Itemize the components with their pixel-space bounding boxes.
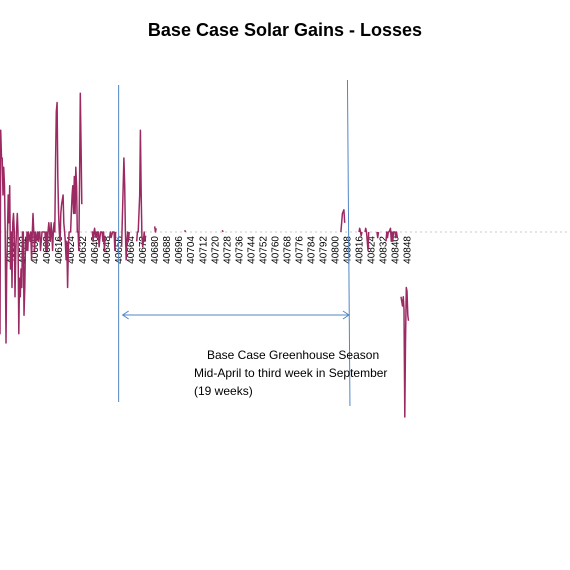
x-tick-label: 40736 xyxy=(234,236,245,264)
x-tick-label: 40696 xyxy=(174,236,185,264)
season-text-line-2: Mid-April to third week in September xyxy=(194,366,387,380)
season-arrow-head-left xyxy=(121,310,129,320)
x-tick-label: 40640 xyxy=(90,236,101,264)
chart-title: Base Case Solar Gains - Losses xyxy=(148,20,422,40)
x-tick-label: 40808 xyxy=(342,236,353,264)
series-segment xyxy=(340,209,346,233)
x-tick-label: 40848 xyxy=(403,236,414,264)
series-segment xyxy=(184,229,187,233)
series-segment xyxy=(364,227,370,252)
x-tick-label: 40672 xyxy=(138,236,149,264)
series-segment xyxy=(385,227,399,243)
x-tick-label: 40792 xyxy=(318,236,329,264)
x-tick-label: 40712 xyxy=(198,236,209,264)
x-tick-label: 40632 xyxy=(78,236,89,264)
season-arrow-head-right xyxy=(342,310,350,320)
x-tick-label: 40720 xyxy=(210,236,221,264)
season-text-line-1: Base Case Greenhouse Season xyxy=(207,348,379,362)
x-tick-label: 40656 xyxy=(114,236,125,264)
series-segment xyxy=(376,231,380,239)
x-tick-label: 40832 xyxy=(379,236,390,264)
x-tick-label: 40816 xyxy=(355,236,366,264)
series-segment xyxy=(135,129,147,248)
x-tick-label: 40744 xyxy=(246,236,257,264)
x-tick-label: 40760 xyxy=(270,236,281,264)
x-tick-label: 40768 xyxy=(282,236,293,264)
x-tick-label: 40680 xyxy=(150,236,161,264)
series-segment xyxy=(358,227,363,237)
x-tick-label: 40776 xyxy=(294,236,305,264)
series-segment xyxy=(221,229,224,233)
series-segment xyxy=(0,92,83,344)
season-end-line xyxy=(346,79,351,407)
season-annotation: Base Case Greenhouse Season Mid-April to… xyxy=(118,79,387,407)
x-tick-label: 40840 xyxy=(391,236,402,264)
x-tick-label: 40824 xyxy=(367,236,378,264)
x-tick-label: 40616 xyxy=(54,236,65,264)
season-text-line-3: (19 weeks) xyxy=(194,384,253,398)
x-tick-label: 40688 xyxy=(162,236,173,264)
series-segment xyxy=(91,227,106,252)
x-tick-label: 40784 xyxy=(306,236,317,264)
x-tick-label: 40752 xyxy=(258,236,269,264)
x-tick-label: 40728 xyxy=(222,236,233,264)
series-line xyxy=(0,92,410,418)
x-tick-label: 40648 xyxy=(102,236,113,264)
series-segment xyxy=(120,157,130,261)
x-tick-label: 40664 xyxy=(126,236,137,264)
series-segment xyxy=(400,286,410,418)
x-tick-label: 40600 xyxy=(30,236,41,264)
x-tick-label: 40624 xyxy=(66,236,77,264)
series-segment xyxy=(108,231,117,252)
series-segment xyxy=(153,226,157,233)
x-tick-label: 40704 xyxy=(186,236,197,264)
x-tick-label: 40800 xyxy=(330,236,341,264)
